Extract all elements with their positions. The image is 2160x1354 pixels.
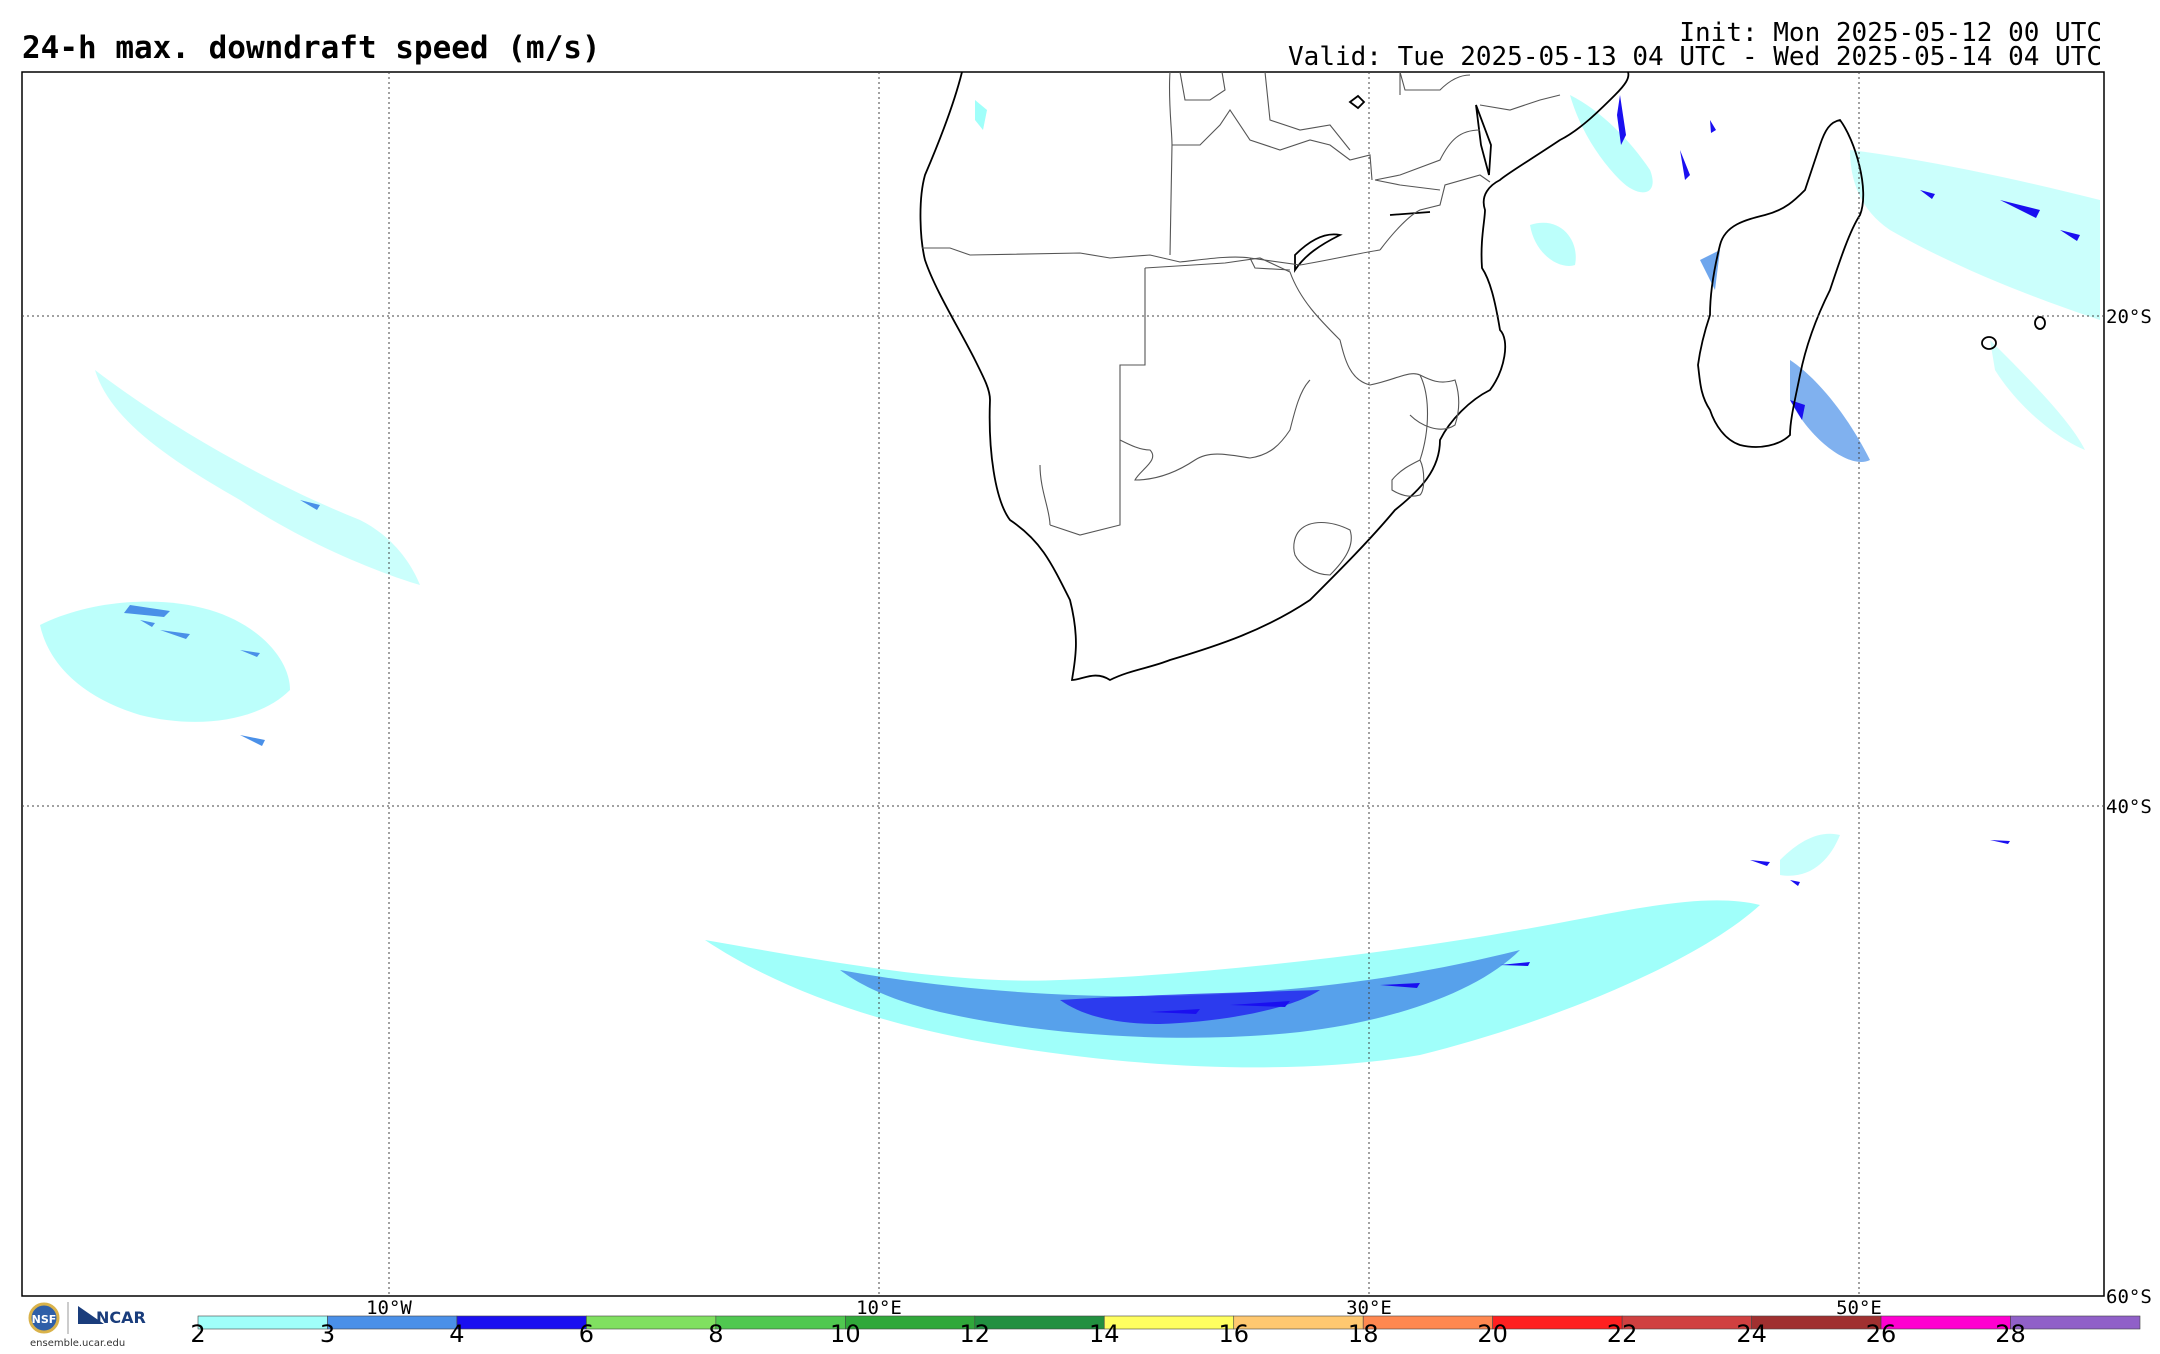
colorbar-tick-label: 12 [960,1320,991,1348]
colorbar-tick-label: 20 [1477,1320,1508,1348]
colorbar-tick-label: 24 [1736,1320,1767,1348]
colorbar-tick-label: 6 [579,1320,594,1348]
logo-url: ensemble.ucar.edu [30,1338,126,1349]
lat-label-20s: 20°S [2106,306,2152,328]
lon-label-10e: 10°E [856,1297,902,1319]
ncar-logo [78,1306,104,1324]
nsf-logo: NSF [28,1302,60,1334]
lon-label-50e: 50°E [1836,1297,1882,1319]
colorbar-swatch [1233,1315,1364,1330]
colorbar-swatch [1103,1315,1235,1330]
colorbar-tick-label: 8 [708,1320,723,1348]
colorbar-swatch [715,1315,846,1330]
lon-label-10w: 10°W [366,1297,412,1319]
colorbar-swatch [1880,1315,2011,1330]
colorbar-tick-label: 4 [449,1320,464,1348]
map-title: 24-h max. downdraft speed (m/s) [22,30,601,66]
colorbar-swatch [327,1315,458,1330]
graticule [22,72,2104,1296]
colorbar-tick-label: 18 [1348,1320,1379,1348]
coastlines [919,71,2046,682]
valid-time: Valid: Tue 2025-05-13 04 UTC - Wed 2025-… [1288,42,2102,72]
colorbar-tick-label: 3 [320,1320,335,1348]
colorbar-swatch [1492,1315,1623,1330]
colorbar-swatch [974,1315,1105,1330]
lat-label-40s: 40°S [2106,796,2152,818]
colorbar-tick-label: 2 [190,1320,205,1348]
nsf-logo-text: NSF [32,1313,57,1326]
colorbar: 2 3 4 6 8 10 12 14 16 18 20 22 24 26 28 [190,1315,2141,1348]
ncar-logo-text: NCAR [96,1308,146,1327]
colorbar-tick-label: 14 [1089,1320,1120,1348]
colorbar-swatch [2010,1315,2141,1330]
colorbar-swatch [456,1315,587,1330]
init-time: Init: Mon 2025-05-12 00 UTC [1679,18,2102,48]
colorbar-swatch [586,1315,717,1330]
colorbar-swatch [197,1315,328,1330]
lon-label-30e: 30°E [1346,1297,1392,1319]
colorbar-tick-label: 22 [1607,1320,1638,1348]
country-borders [922,71,1561,576]
colorbar-swatch [1621,1315,1752,1330]
colorbar-swatch [845,1315,976,1330]
colorbar-tick-label: 26 [1866,1320,1897,1348]
colorbar-tick-label: 28 [1995,1320,2026,1348]
colorbar-swatch [1751,1315,1882,1330]
colorbar-swatch [1362,1315,1493,1330]
map-frame [21,71,2105,1297]
downdraft-field [40,95,2100,1068]
colorbar-tick-label: 16 [1218,1320,1249,1348]
colorbar-tick-label: 10 [830,1320,861,1348]
lat-label-60s: 60°S [2106,1286,2152,1308]
